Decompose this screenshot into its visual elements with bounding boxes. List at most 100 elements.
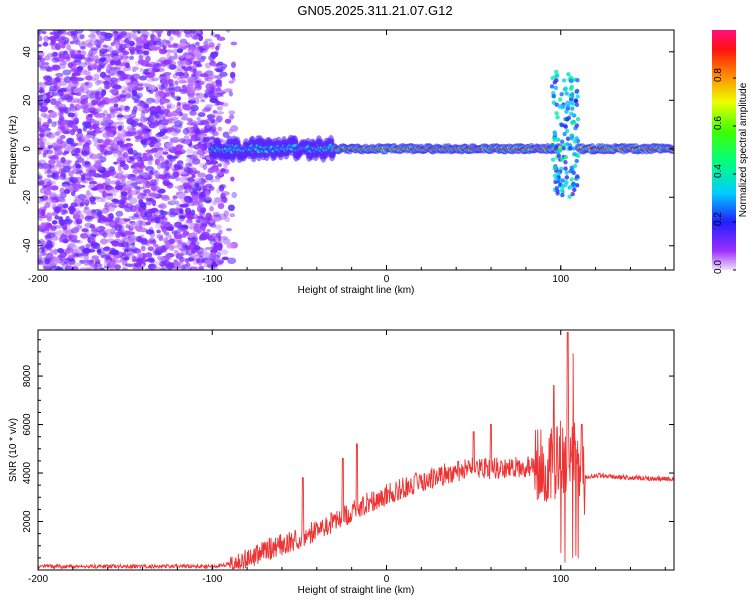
spectrogram-cell [89, 37, 99, 43]
spectrogram-cell [170, 198, 176, 205]
spectrogram-cell [80, 99, 89, 105]
spectrogram-cell [230, 41, 238, 46]
spectrogram-cell [120, 254, 129, 260]
spectrogram-cell [46, 36, 56, 40]
spectrogram-cell [67, 234, 74, 239]
spectrogram-cell [114, 264, 122, 270]
spectrogram-cell [50, 185, 59, 191]
spectrogram-cell [119, 144, 129, 149]
spectrogram-cell [98, 229, 106, 235]
spectrogram-cell [124, 79, 130, 84]
spectrogram-cell [93, 162, 102, 169]
spectrogram-cell [169, 116, 179, 121]
spectrogram-cell [229, 213, 236, 218]
spectrogram-cell [202, 137, 210, 143]
spectrogram-cell [82, 144, 91, 151]
spectrogram-cell [559, 92, 564, 97]
spectrogram-cell [169, 36, 174, 42]
spectrogram-cell [551, 93, 556, 99]
spectrogram-cell [572, 151, 577, 157]
spectrogram-cell [108, 166, 116, 173]
spectrogram-cell [86, 156, 91, 160]
spectrogram-cell [175, 71, 185, 77]
spectrogram-cell [100, 100, 105, 106]
spectrogram-cell [92, 137, 100, 143]
spectrogram-cell [214, 175, 222, 180]
spectrogram-cell [61, 262, 69, 269]
spectrogram-cell [88, 125, 94, 131]
spectrogram-cell [140, 238, 149, 245]
spectrogram-cell [85, 90, 95, 97]
spectrogram-cell [89, 224, 96, 229]
spectrogram-cell [79, 85, 85, 90]
spectrogram-cell [209, 219, 215, 224]
spectrogram-cell [106, 74, 111, 79]
spectrogram-cell [80, 94, 89, 101]
spectrogram-cell [74, 147, 81, 154]
spectrogram-cell [38, 239, 41, 245]
spectrogram-cell [185, 162, 192, 168]
spectrogram-cell [189, 154, 197, 160]
spectrogram-cell [185, 158, 191, 163]
spectrogram-cell [226, 242, 234, 249]
spectrogram-cell [188, 95, 196, 102]
spectrogram-y-tick-label: -40 [22, 238, 33, 253]
spectrogram-y-label: Frequency (Hz) [8, 116, 19, 185]
spectrogram-cell [179, 215, 186, 219]
spectrogram-cell [38, 199, 44, 205]
spectrogram-cell [175, 177, 180, 182]
spectrogram-cell [112, 256, 120, 261]
spectrogram-cell [224, 118, 232, 124]
spectrogram-cell [120, 191, 128, 197]
spectrogram-cell [178, 54, 185, 59]
spectrogram-cell [96, 210, 103, 218]
spectrogram-cell [100, 93, 105, 99]
spectrogram-cell [132, 168, 139, 176]
spectrogram-cell [165, 40, 171, 46]
spectrogram-cell [123, 86, 133, 94]
spectrogram-cell [143, 68, 149, 75]
spectrogram-cell [118, 56, 124, 61]
spectrogram-cell [115, 210, 124, 217]
spectrogram-cell [220, 249, 229, 255]
spectrogram-cell [204, 89, 210, 93]
spectrogram-cell [85, 134, 94, 139]
spectrogram-cell [124, 93, 132, 99]
spectrogram-cell [71, 234, 78, 241]
spectrogram-cell [211, 110, 219, 117]
spectrogram-cell [572, 113, 577, 118]
spectrogram-cell [70, 50, 76, 58]
spectrogram-cell [72, 36, 79, 44]
spectrogram-cell [143, 188, 151, 194]
spectrogram-cell [92, 153, 100, 158]
spectrogram-cell [568, 100, 574, 106]
spectrogram-cell [169, 244, 177, 249]
spectrogram-cell [158, 124, 165, 131]
spectrogram-cell [42, 61, 50, 66]
spectrogram-cell [160, 135, 169, 140]
spectrogram-cell [192, 158, 201, 165]
spectrogram-cell [104, 138, 111, 146]
spectrogram-cell [138, 75, 148, 81]
spectrogram-cell [72, 186, 78, 192]
spectrogram-cell [154, 138, 162, 143]
spectrogram-cell [561, 104, 566, 109]
spectrogram-cell [163, 78, 173, 84]
spectrogram-cell [138, 122, 144, 128]
spectrogram-cell [81, 248, 91, 254]
spectrogram-cell [197, 60, 202, 67]
spectrogram-cell [147, 159, 153, 166]
spectrogram-cell [128, 215, 136, 221]
spectrogram-cell [158, 90, 165, 97]
snr-y-label: SNR (10 * v/v) [8, 418, 19, 482]
spectrogram-cell [99, 37, 105, 44]
snr-peak-point [567, 331, 569, 334]
spectrogram-cell [51, 173, 57, 178]
spectrogram-cell [119, 76, 126, 81]
spectrogram-cell [211, 261, 217, 266]
snr-ticks: -200 -100 0 100 2000 4000 6000 8000 [22, 330, 674, 585]
spectrogram-cell [227, 257, 237, 265]
spectrogram-cell [154, 45, 162, 50]
spectrogram-cell [174, 185, 182, 189]
